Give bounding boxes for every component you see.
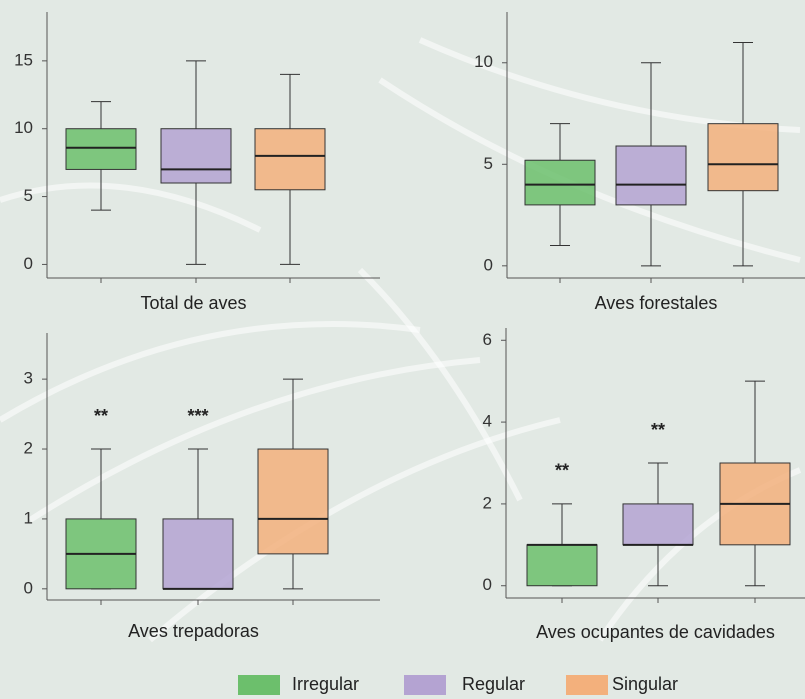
box — [615, 145, 687, 206]
box — [524, 159, 596, 206]
y-tick-label: 5 — [24, 186, 33, 205]
box — [65, 128, 137, 170]
significance: ** — [555, 461, 569, 481]
y-tick-label: 1 — [24, 508, 33, 527]
box — [162, 518, 234, 590]
panel-title: Aves forestales — [595, 293, 718, 313]
box — [254, 128, 326, 191]
significance: ** — [651, 420, 665, 440]
significance: *** — [187, 406, 208, 426]
legend-label: Irregular — [292, 674, 359, 694]
y-tick-label: 15 — [14, 50, 33, 69]
significance: ** — [94, 406, 108, 426]
panel-title: Total de aves — [140, 293, 246, 313]
y-tick-label: 0 — [483, 575, 492, 594]
y-tick-label: 2 — [24, 439, 33, 458]
y-tick-label: 5 — [484, 154, 493, 173]
y-tick-label: 2 — [483, 493, 492, 512]
y-tick-label: 3 — [24, 369, 33, 388]
legend-label: Regular — [462, 674, 525, 694]
legend-swatch — [238, 675, 280, 695]
y-tick-label: 6 — [483, 330, 492, 349]
panel-title: Aves ocupantes de cavidades — [536, 622, 775, 642]
box — [622, 503, 694, 546]
y-tick-label: 0 — [484, 255, 493, 274]
y-tick-label: 4 — [483, 412, 492, 431]
box — [707, 123, 779, 192]
legend-swatch — [404, 675, 446, 695]
y-tick-label: 10 — [474, 52, 493, 71]
y-tick-label: 0 — [24, 254, 33, 273]
box — [526, 544, 598, 587]
box — [160, 128, 232, 184]
legend-swatch — [566, 675, 608, 695]
y-tick-label: 0 — [24, 578, 33, 597]
panel-title: Aves trepadoras — [128, 621, 259, 641]
box — [257, 448, 329, 555]
y-tick-label: 10 — [14, 118, 33, 137]
legend-label: Singular — [612, 674, 678, 694]
